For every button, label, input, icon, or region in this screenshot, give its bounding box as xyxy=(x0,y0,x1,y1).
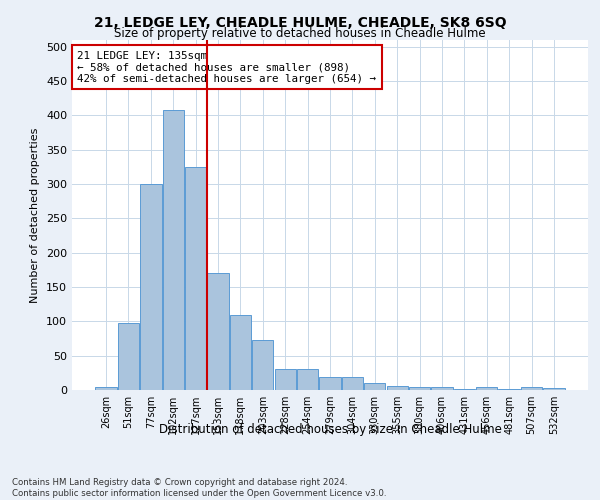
Bar xyxy=(140,184,161,390)
Bar xyxy=(163,110,184,390)
Bar xyxy=(230,314,251,390)
Text: 21 LEDGE LEY: 135sqm
← 58% of detached houses are smaller (898)
42% of semi-deta: 21 LEDGE LEY: 135sqm ← 58% of detached h… xyxy=(77,50,376,84)
Y-axis label: Number of detached properties: Number of detached properties xyxy=(31,128,40,302)
Text: Contains HM Land Registry data © Crown copyright and database right 2024.
Contai: Contains HM Land Registry data © Crown c… xyxy=(12,478,386,498)
Bar xyxy=(252,340,274,390)
Bar xyxy=(521,386,542,390)
Bar xyxy=(95,386,117,390)
Bar xyxy=(431,388,452,390)
Bar xyxy=(409,388,430,390)
Bar xyxy=(319,377,341,390)
Text: Size of property relative to detached houses in Cheadle Hulme: Size of property relative to detached ho… xyxy=(114,28,486,40)
Bar xyxy=(208,274,229,390)
Bar xyxy=(476,388,497,390)
Bar xyxy=(364,383,385,390)
Text: 21, LEDGE LEY, CHEADLE HULME, CHEADLE, SK8 6SQ: 21, LEDGE LEY, CHEADLE HULME, CHEADLE, S… xyxy=(94,16,506,30)
Bar xyxy=(185,167,206,390)
Bar xyxy=(118,324,139,390)
Text: Distribution of detached houses by size in Cheadle Hulme: Distribution of detached houses by size … xyxy=(158,422,502,436)
Bar xyxy=(275,370,296,390)
Bar xyxy=(386,386,408,390)
Bar xyxy=(297,370,318,390)
Bar xyxy=(342,377,363,390)
Bar xyxy=(543,388,565,390)
